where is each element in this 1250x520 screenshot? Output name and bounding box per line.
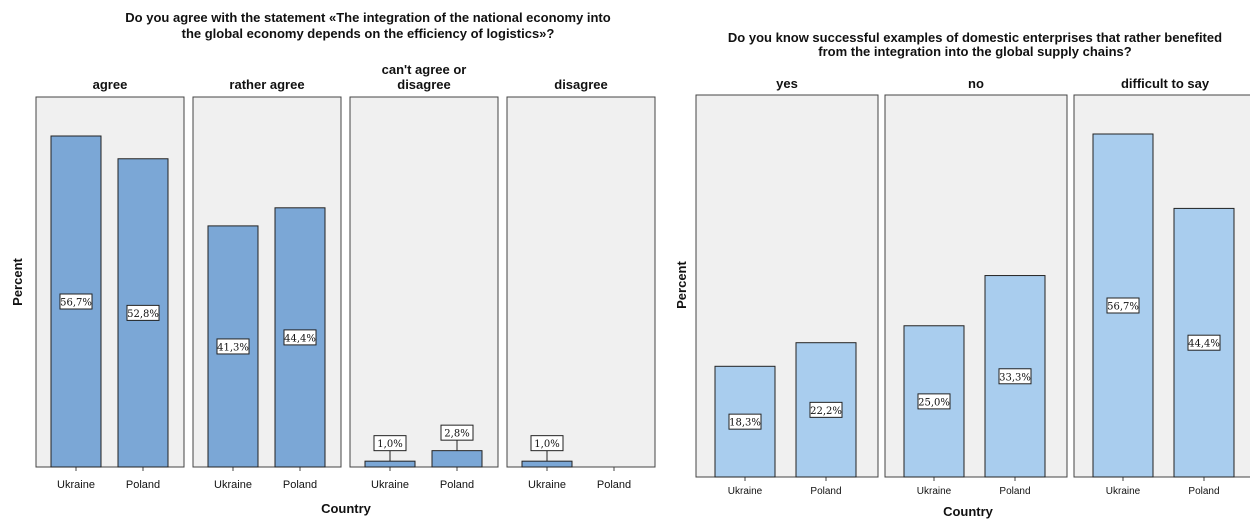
bar: [364, 460, 416, 468]
chart-title-line-1: Do you know successful examples of domes…: [728, 30, 1222, 45]
data-label: 22,2%: [810, 406, 842, 417]
x-tick-label: Poland: [126, 479, 160, 491]
chart-title-line-2: from the integration into the global sup…: [818, 44, 1132, 59]
x-tick-label: Ukraine: [528, 479, 566, 491]
data-label-box: [440, 424, 474, 441]
x-tick-label: Ukraine: [371, 479, 409, 491]
data-label-box: [59, 293, 93, 310]
data-label-box: [728, 413, 762, 430]
data-label: 2,8%: [444, 429, 469, 440]
bar: [431, 450, 483, 468]
panel-background: [506, 96, 656, 468]
data-label: 25,0%: [918, 397, 950, 408]
y-axis-label: Percent: [10, 257, 25, 305]
data-label-box: [530, 435, 564, 452]
x-tick-label: Ukraine: [728, 486, 763, 497]
data-label: 41,3%: [217, 342, 249, 353]
panel-background: [349, 96, 499, 468]
panel-title-line-2: disagree: [397, 77, 450, 92]
data-label: 1,0%: [534, 439, 559, 450]
data-label-box: [1106, 297, 1140, 314]
data-label-box: [998, 368, 1032, 385]
x-axis-label: Country: [321, 501, 372, 516]
panel-title: difficult to say: [1121, 76, 1210, 91]
data-label-box: [1187, 334, 1221, 351]
data-label-box: [373, 435, 407, 452]
data-label-box: [809, 401, 843, 418]
x-tick-label: Ukraine: [57, 479, 95, 491]
x-tick-label: Poland: [810, 486, 841, 497]
data-label: 44,4%: [284, 333, 316, 344]
panel-title: agree: [93, 77, 128, 92]
x-tick-label: Poland: [1188, 486, 1219, 497]
data-label-box: [126, 304, 160, 321]
chart-title-line-2: the global economy depends on the effici…: [182, 26, 555, 41]
bar: [207, 225, 259, 468]
data-label: 1,0%: [377, 439, 402, 450]
data-label: 44,4%: [1188, 339, 1220, 350]
panel-title: yes: [776, 76, 798, 91]
panel-title-line-1: can't agree or: [382, 62, 467, 77]
data-label: 18,3%: [729, 418, 761, 429]
chart-title-line-1: Do you agree with the statement «The int…: [125, 10, 610, 25]
panel-title: disagree: [554, 77, 607, 92]
data-label: 33,3%: [999, 372, 1031, 383]
y-axis-label: Percent: [674, 260, 689, 308]
x-axis-label: Country: [943, 504, 994, 519]
x-tick-label: Poland: [597, 479, 631, 491]
x-tick-label: Ukraine: [917, 486, 952, 497]
data-label: 52,8%: [127, 309, 159, 320]
x-tick-label: Poland: [999, 486, 1030, 497]
x-tick-label: Ukraine: [214, 479, 252, 491]
panel-title: no: [968, 76, 984, 91]
bar: [521, 460, 573, 468]
x-tick-label: Poland: [283, 479, 317, 491]
panel-title: rather agree: [229, 77, 304, 92]
x-tick-label: Poland: [440, 479, 474, 491]
data-label-box: [216, 338, 250, 355]
data-label: 56,7%: [1107, 302, 1139, 313]
data-label-box: [283, 329, 317, 346]
data-label: 56,7%: [60, 298, 92, 309]
data-label-box: [917, 393, 951, 410]
x-tick-label: Ukraine: [1106, 486, 1141, 497]
